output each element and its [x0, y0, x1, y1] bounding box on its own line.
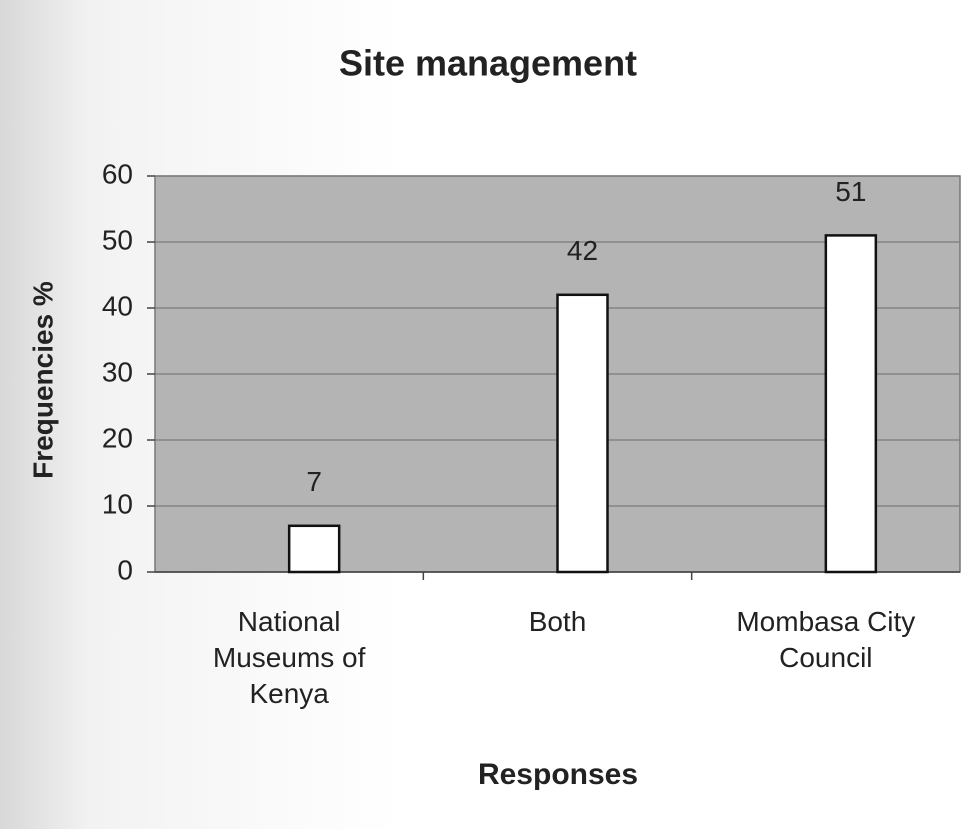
y-axis-label: Frequencies %	[27, 281, 58, 479]
x-axis-label: Responses	[478, 758, 638, 791]
y-tick-label: 50	[102, 224, 133, 255]
bar	[556, 293, 609, 574]
x-tick-label: Both	[528, 606, 587, 637]
data-label: 42	[567, 235, 598, 266]
y-tick-label: 0	[117, 554, 133, 585]
chart-title: Site management	[339, 43, 637, 84]
y-tick-label: 10	[102, 488, 133, 519]
bar	[287, 524, 341, 574]
x-tick-label: Mombasa City Council	[736, 606, 916, 673]
y-tick-label: 30	[102, 356, 133, 387]
y-tick-label: 60	[102, 158, 133, 189]
y-tick-label: 40	[102, 290, 133, 321]
x-tick-label: National Museums of Kenya	[212, 606, 366, 709]
data-label: 51	[835, 176, 866, 207]
data-label: 7	[306, 466, 322, 497]
bar	[824, 234, 878, 574]
y-tick-label: 20	[102, 422, 133, 453]
